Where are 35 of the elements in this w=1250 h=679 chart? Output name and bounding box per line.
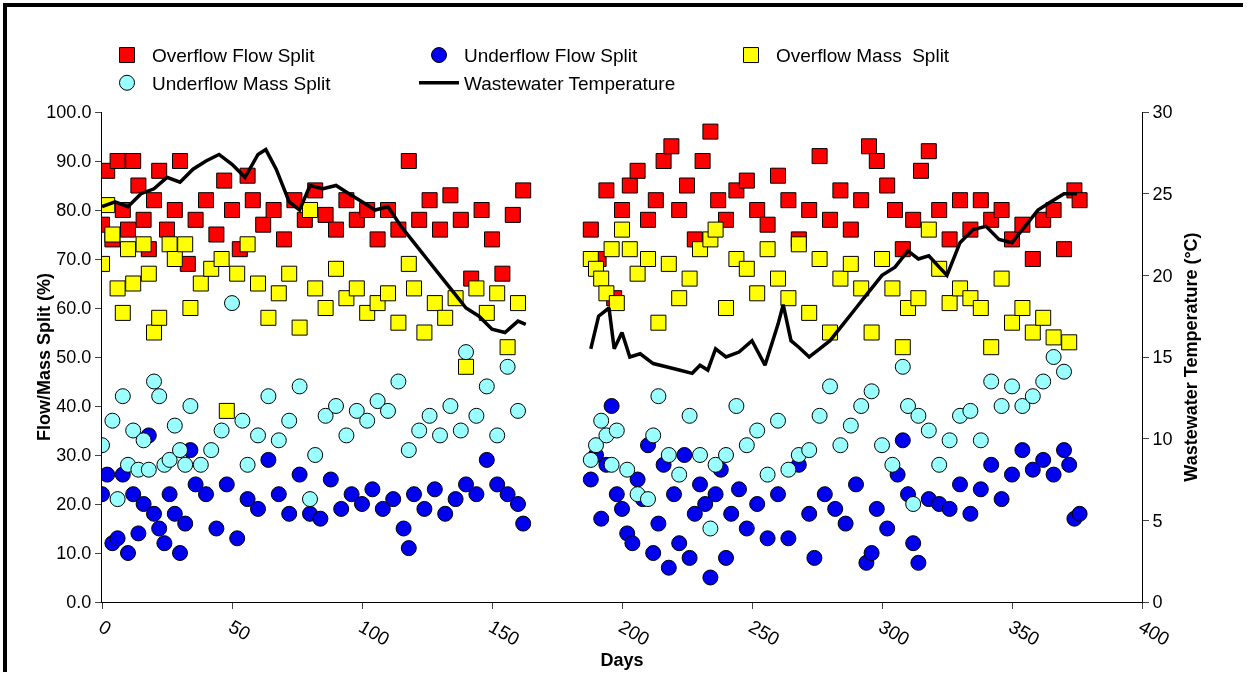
x-tick-label: 0 xyxy=(95,615,115,640)
x-tick-label: 50 xyxy=(225,615,255,645)
y-tick-label: 20.0 xyxy=(56,494,92,515)
legend-label: Underflow Mass Split xyxy=(152,73,332,95)
y-axis-title: Flow/Mass Split (%) xyxy=(34,272,55,442)
x-tick-label: 150 xyxy=(485,615,524,650)
x-axis-title: Days xyxy=(600,649,644,670)
y2-tick-label: 25 xyxy=(1152,183,1173,204)
x-tick-label: 200 xyxy=(615,615,654,650)
x-tick-label: 250 xyxy=(745,615,784,650)
x-tick-label: 400 xyxy=(1135,615,1174,650)
legend-label: Wastewater Temperature xyxy=(464,73,676,95)
y2-tick-label: 0 xyxy=(1152,592,1163,613)
y2-tick-label: 10 xyxy=(1152,428,1173,449)
y-tick-label: 60.0 xyxy=(56,298,92,319)
legend-label: Overflow Flow Split xyxy=(152,45,316,67)
y-tick-label: 80.0 xyxy=(56,200,92,221)
legend-label: Overflow Mass Split xyxy=(776,45,950,67)
y2-tick-label: 15 xyxy=(1152,347,1173,368)
x-tick-label: 100 xyxy=(355,615,394,650)
y-tick-label: 10.0 xyxy=(56,543,92,564)
y2-tick-label: 5 xyxy=(1152,510,1163,531)
y-tick-label: 90.0 xyxy=(56,151,92,172)
legend-label: Underflow Flow Split xyxy=(464,45,638,67)
y-tick-label: 40.0 xyxy=(56,396,92,417)
y-tick-label: 0.0 xyxy=(66,592,92,613)
y-tick-label: 100.0 xyxy=(46,102,92,123)
y2-axis-title: Wastewater Temperature (°C) xyxy=(1181,232,1201,482)
y-tick-label: 50.0 xyxy=(56,347,92,368)
x-tick-label: 300 xyxy=(875,615,914,650)
y2-tick-label: 20 xyxy=(1152,265,1173,286)
y-tick-label: 70.0 xyxy=(56,249,92,270)
y-tick-label: 30.0 xyxy=(56,445,92,466)
x-tick-label: 350 xyxy=(1005,615,1044,650)
y2-tick-label: 30 xyxy=(1152,102,1173,123)
